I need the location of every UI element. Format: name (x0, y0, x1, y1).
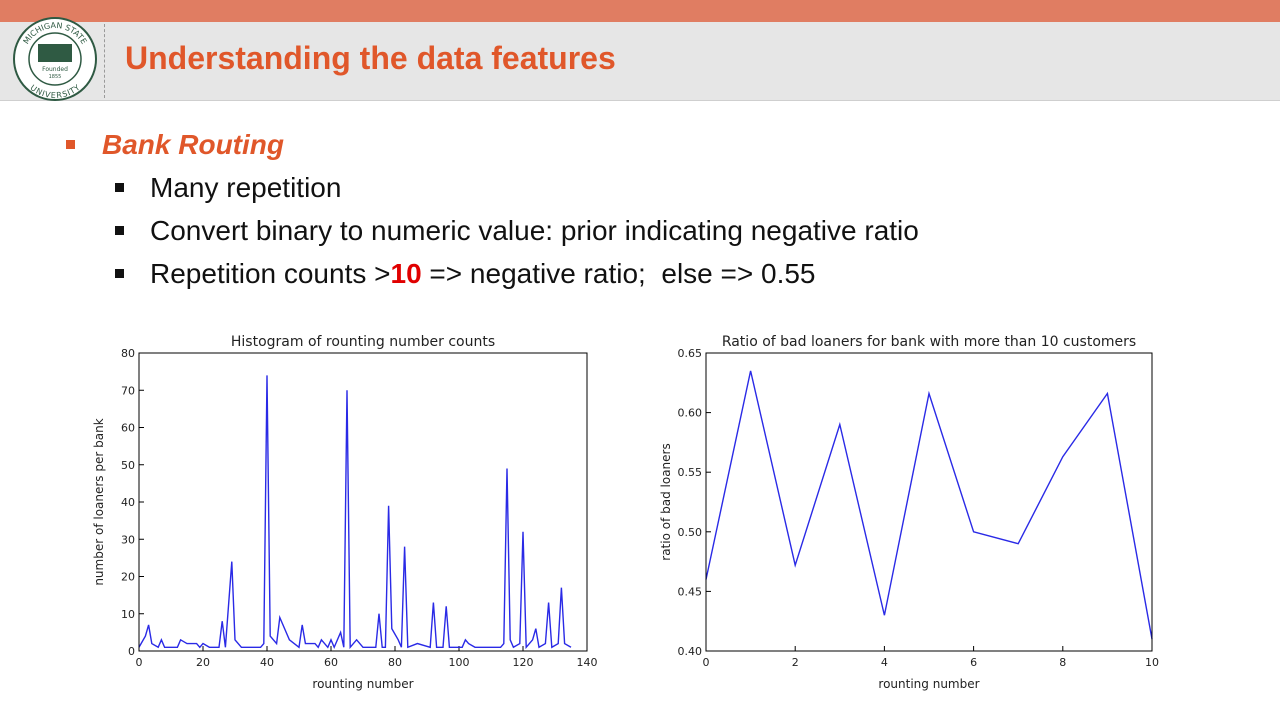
x-tick-label: 0 (136, 656, 143, 669)
top-bar (0, 0, 1280, 22)
x-tick-label: 120 (513, 656, 534, 669)
bullet (115, 183, 124, 192)
y-tick-label: 60 (121, 422, 135, 435)
y-axis-label: ratio of bad loaners (659, 443, 673, 560)
text: => negative ratio; else => 0.55 (421, 258, 816, 289)
data-line (705, 370, 1153, 640)
bullet (66, 140, 75, 149)
y-tick-label: 0.55 (678, 466, 703, 479)
plot-frame (705, 352, 1153, 652)
header (0, 22, 1280, 101)
x-tick-label: 40 (260, 656, 274, 669)
x-tick-label: 10 (1145, 656, 1159, 669)
logo-year: 1855 (49, 74, 62, 80)
bullet-text: Many repetition (150, 172, 342, 203)
x-tick-label: 60 (324, 656, 338, 669)
x-axis-label: rounting number (312, 677, 413, 691)
x-axis-label: rounting number (878, 677, 979, 691)
y-tick-label: 0.40 (678, 645, 703, 658)
y-axis-label: number of loaners per bank (92, 418, 106, 585)
x-tick-label: 80 (388, 656, 402, 669)
chart-title: Histogram of rounting number counts (231, 334, 495, 350)
logo-founded: Founded (42, 66, 68, 73)
plot-frame (138, 352, 588, 652)
y-tick-label: 30 (121, 533, 135, 546)
x-tick-label: 20 (196, 656, 210, 669)
y-tick-label: 0.65 (678, 347, 703, 360)
y-tick-label: 50 (121, 459, 135, 472)
y-tick-label: 10 (121, 608, 135, 621)
logo: MICHIGAN STATE UNIVERSITY Founded 1855 (13, 17, 97, 101)
slide-title: Understanding the data features (125, 40, 616, 76)
x-tick-label: 4 (881, 656, 888, 669)
y-tick-label: 70 (121, 384, 135, 397)
data-line (138, 375, 572, 650)
x-tick-label: 140 (577, 656, 598, 669)
highlight: 10 (390, 258, 422, 289)
bullet-heading: Bank Routing (102, 129, 284, 160)
y-tick-label: 0 (128, 645, 135, 658)
y-tick-label: 0.50 (678, 526, 703, 539)
x-tick-label: 6 (970, 656, 977, 669)
x-tick-label: 0 (703, 656, 710, 669)
text: Repetition counts > (150, 258, 391, 289)
bullet-text: Convert binary to numeric value: prior i… (150, 215, 919, 246)
bullet (115, 226, 124, 235)
y-tick-label: 80 (121, 347, 135, 360)
chart-title: Ratio of bad loaners for bank with more … (722, 334, 1136, 350)
x-tick-label: 2 (792, 656, 799, 669)
x-tick-label: 100 (449, 656, 470, 669)
y-tick-label: 20 (121, 571, 135, 584)
separator (104, 24, 105, 98)
x-tick-label: 8 (1059, 656, 1066, 669)
bullet (115, 269, 124, 278)
y-tick-label: 0.45 (678, 585, 703, 598)
bullet-text: Repetition counts >10 => negative ratio;… (150, 258, 816, 290)
y-tick-label: 0.60 (678, 407, 703, 420)
y-tick-label: 40 (121, 496, 135, 509)
